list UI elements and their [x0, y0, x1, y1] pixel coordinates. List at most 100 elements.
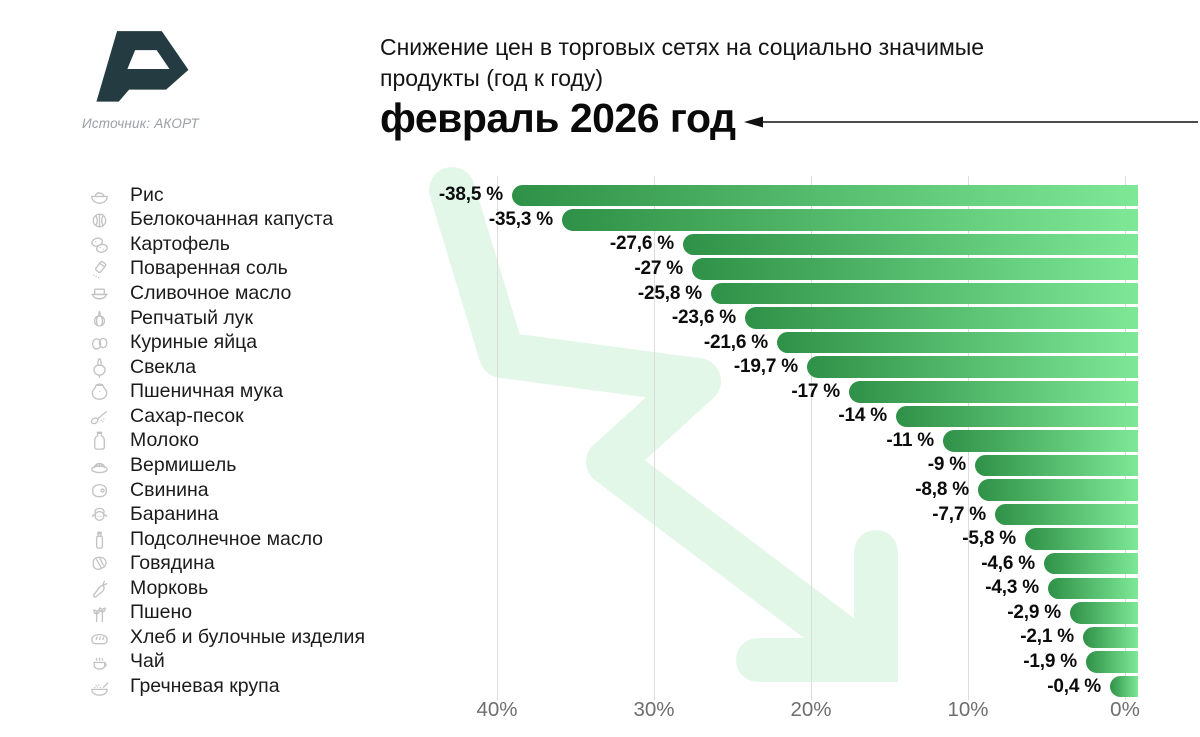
axis-tick-label: 30%: [633, 698, 675, 721]
chart-row: Пшеничная мука -17 %: [0, 380, 1200, 405]
product-label: Гречневая крупа: [130, 675, 280, 698]
bar-chart-rows: Рис -38,5 % Белокочанная капуста -35,3 % Кар…: [0, 183, 1200, 699]
bar-value-label: -2,1 %: [1020, 626, 1074, 648]
price-decline-bar: [683, 233, 1138, 256]
bar-value-label: -9 %: [927, 454, 966, 476]
product-label: Рис: [130, 183, 164, 206]
product-label: Свинина: [130, 478, 209, 501]
left-arrow-icon: [744, 116, 1198, 128]
chart-row: Сахар-песок -14 %: [0, 404, 1200, 429]
chart-row: Сливочное масло -25,8 %: [0, 281, 1200, 306]
wheat-ears-icon: [86, 601, 113, 624]
chart-row: Чай -1,9 %: [0, 650, 1200, 675]
product-label: Вермишель: [130, 453, 237, 476]
tea-cup-icon: [86, 650, 113, 673]
price-decline-bar: [943, 430, 1138, 452]
product-label: Репчатый лук: [130, 306, 254, 329]
sugar-spoon-icon: [86, 405, 113, 428]
bar-value-label: -14 %: [838, 405, 887, 427]
bar-value-label: -8,8 %: [915, 479, 969, 501]
potato-icon: [86, 233, 113, 256]
onion-icon: [86, 307, 113, 330]
butter-dish-icon: [86, 282, 113, 305]
product-label: Баранина: [130, 503, 219, 526]
product-label: Подсолнечное масло: [130, 527, 324, 550]
price-decline-bar: [849, 381, 1138, 403]
product-label: Поваренная соль: [130, 257, 288, 280]
bar-value-label: -35,3 %: [488, 208, 553, 230]
bar-value-label: -0,4 %: [1047, 675, 1101, 697]
chart-row: Рис -38,5 %: [0, 183, 1200, 208]
bar-value-label: -27 %: [634, 257, 683, 279]
chart-row: Поваренная соль -27 %: [0, 257, 1200, 282]
logo-mark: [96, 31, 189, 102]
price-decline-bar: [512, 184, 1138, 207]
axis-tick-label: 10%: [947, 698, 989, 721]
bread-loaf-icon: [86, 626, 113, 649]
chart-row: Молоко -11 %: [0, 429, 1200, 454]
price-decline-bar: [711, 282, 1138, 305]
price-decline-bar: [692, 258, 1138, 280]
bar-value-label: -25,8 %: [637, 282, 702, 304]
chart-row: Пшено -2,9 %: [0, 601, 1200, 626]
chart-row: Белокочанная капуста -35,3 %: [0, 208, 1200, 233]
bar-value-label: -5,8 %: [962, 528, 1016, 550]
beef-steak-icon: [86, 552, 113, 575]
price-decline-bar: [1070, 602, 1138, 624]
axis-tick-label: 40%: [476, 698, 518, 721]
price-decline-bar: [1048, 577, 1138, 600]
price-decline-bar: [1083, 626, 1138, 649]
price-decline-bar: [562, 209, 1138, 231]
price-decline-bar: [1044, 552, 1138, 575]
chart-row: Говядина -4,6 %: [0, 551, 1200, 576]
product-label: Пшено: [130, 601, 193, 624]
gridline: [811, 176, 812, 700]
chart-row: Подсолнечное масло -5,8 %: [0, 527, 1200, 552]
buckwheat-bowl-icon: [86, 675, 113, 698]
rice-bowl-icon: [86, 184, 113, 207]
product-label: Молоко: [130, 429, 199, 452]
product-label: Говядина: [130, 552, 215, 575]
chart-row: Баранина -7,7 %: [0, 502, 1200, 527]
bar-value-label: -4,3 %: [985, 577, 1039, 599]
product-label: Свекла: [130, 355, 197, 378]
product-label: Куриные яйца: [130, 331, 258, 354]
axis-tick-label: 20%: [790, 698, 832, 721]
chart-title-line1: Снижение цен в торговых сетях на социаль…: [380, 34, 985, 60]
source-label: Источник: АКОРТ: [82, 116, 200, 131]
price-decline-bar: [777, 331, 1138, 354]
carrot-icon: [86, 577, 113, 600]
price-decline-bar: [745, 307, 1138, 329]
akort-logo: [96, 31, 189, 102]
pork-meat-icon: [86, 479, 113, 502]
bar-value-label: -7,7 %: [932, 503, 986, 525]
bar-value-label: -11 %: [886, 429, 934, 451]
bar-value-label: -21,6 %: [703, 331, 768, 353]
chart-row: Свекла -19,7 %: [0, 355, 1200, 380]
product-label: Сахар-песок: [130, 404, 244, 427]
chart-row: Картофель -27,6 %: [0, 232, 1200, 257]
cabbage-icon: [86, 208, 113, 231]
bar-value-label: -4,6 %: [981, 552, 1035, 574]
chart-row: Репчатый лук -23,6 %: [0, 306, 1200, 331]
price-decline-bar: [1110, 675, 1138, 698]
product-label: Сливочное масло: [130, 282, 292, 305]
period-title: февраль 2026 год: [380, 95, 736, 141]
price-decline-bar: [995, 503, 1138, 526]
flour-sack-icon: [86, 380, 113, 403]
chart-row: Гречневая крупа -0,4 %: [0, 674, 1200, 699]
product-label: Белокочанная капуста: [130, 208, 334, 231]
product-label: Морковь: [130, 576, 209, 599]
sheep-icon: [86, 503, 113, 526]
bar-value-label: -1,9 %: [1023, 650, 1077, 672]
chart-row: Куриные яйца -21,6 %: [0, 330, 1200, 355]
eggs-icon: [86, 331, 113, 354]
chart-row: Морковь -4,3 %: [0, 576, 1200, 601]
bar-value-label: -17 %: [791, 380, 840, 402]
price-decline-bar: [896, 405, 1138, 428]
salt-shaker-icon: [86, 257, 113, 280]
product-label: Хлеб и булочные изделия: [130, 625, 365, 648]
gridline: [654, 176, 655, 700]
